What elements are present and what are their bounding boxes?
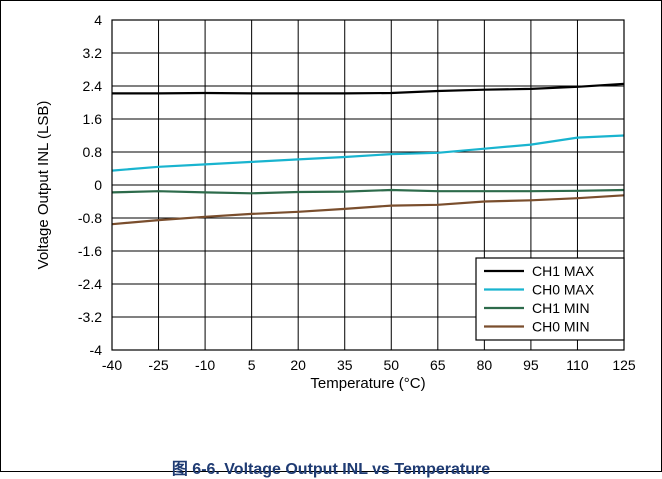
x-tick-label: -25 bbox=[148, 357, 168, 373]
series-line-ch1-max bbox=[112, 82, 625, 95]
series-line-ch0-max bbox=[111, 134, 625, 172]
y-tick-label: 2.4 bbox=[83, 78, 103, 94]
x-tick-label: 35 bbox=[337, 357, 353, 373]
series-line-ch1-min bbox=[111, 188, 625, 195]
y-tick-label: -0.8 bbox=[78, 210, 102, 226]
x-tick-label: -40 bbox=[102, 357, 122, 373]
x-tick-label: -10 bbox=[195, 357, 215, 373]
x-tick-label: 65 bbox=[430, 357, 446, 373]
y-tick-labels: 4 3.2 2.4 1.6 0.8 0 -0.8 -1.6 -2.4 -3.2 -4 bbox=[78, 12, 102, 358]
legend-label: CH1 MAX bbox=[532, 263, 595, 279]
plot-area-border bbox=[111, 19, 625, 351]
x-tick-label: 95 bbox=[523, 357, 539, 373]
series-line-ch0-min bbox=[111, 194, 625, 226]
y-tick-label: 4 bbox=[94, 12, 102, 28]
x-tick-label: 125 bbox=[612, 357, 636, 373]
y-tick-label: 0.8 bbox=[83, 144, 103, 160]
legend-label: CH0 MAX bbox=[532, 282, 595, 298]
legend-label: CH1 MIN bbox=[532, 300, 590, 316]
y-tick-label: -3.2 bbox=[78, 309, 102, 325]
x-tick-labels: -40 -25 -10 5 20 35 50 65 80 95 110 125 bbox=[102, 357, 636, 373]
x-axis-label: Temperature (°C) bbox=[310, 375, 425, 392]
y-tick-label: -2.4 bbox=[78, 276, 102, 292]
legend-label: CH0 MIN bbox=[532, 319, 590, 335]
line-chart: 43.22.41.60.80-0.8-1.6-2.4-3.2-4 -40 -25-… bbox=[35, 12, 636, 392]
y-tick-label: 0 bbox=[94, 177, 102, 193]
x-tick-label: 50 bbox=[383, 357, 399, 373]
x-tick-label: 80 bbox=[477, 357, 493, 373]
legend: CH1 MAX CH0 MAX CH1 MIN CH0 MIN bbox=[475, 257, 625, 341]
x-tick-label: 5 bbox=[248, 357, 256, 373]
y-tick-label: -4 bbox=[90, 342, 103, 358]
figure-caption: 图 6-6. Voltage Output INL vs Temperature bbox=[171, 461, 491, 478]
y-tick-label: 1.6 bbox=[83, 111, 103, 127]
x-tick-label: 20 bbox=[290, 357, 306, 373]
y-axis-label: Voltage Output INL (LSB) bbox=[35, 101, 52, 270]
series-lines bbox=[111, 82, 625, 226]
x-tick-label: 110 bbox=[566, 357, 589, 373]
y-tick-label: -1.6 bbox=[78, 243, 102, 259]
y-tick-label: 3.2 bbox=[83, 45, 103, 61]
